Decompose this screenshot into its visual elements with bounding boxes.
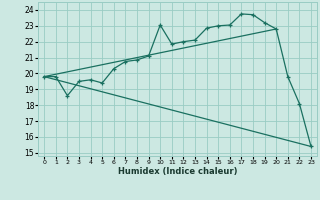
X-axis label: Humidex (Indice chaleur): Humidex (Indice chaleur) bbox=[118, 167, 237, 176]
